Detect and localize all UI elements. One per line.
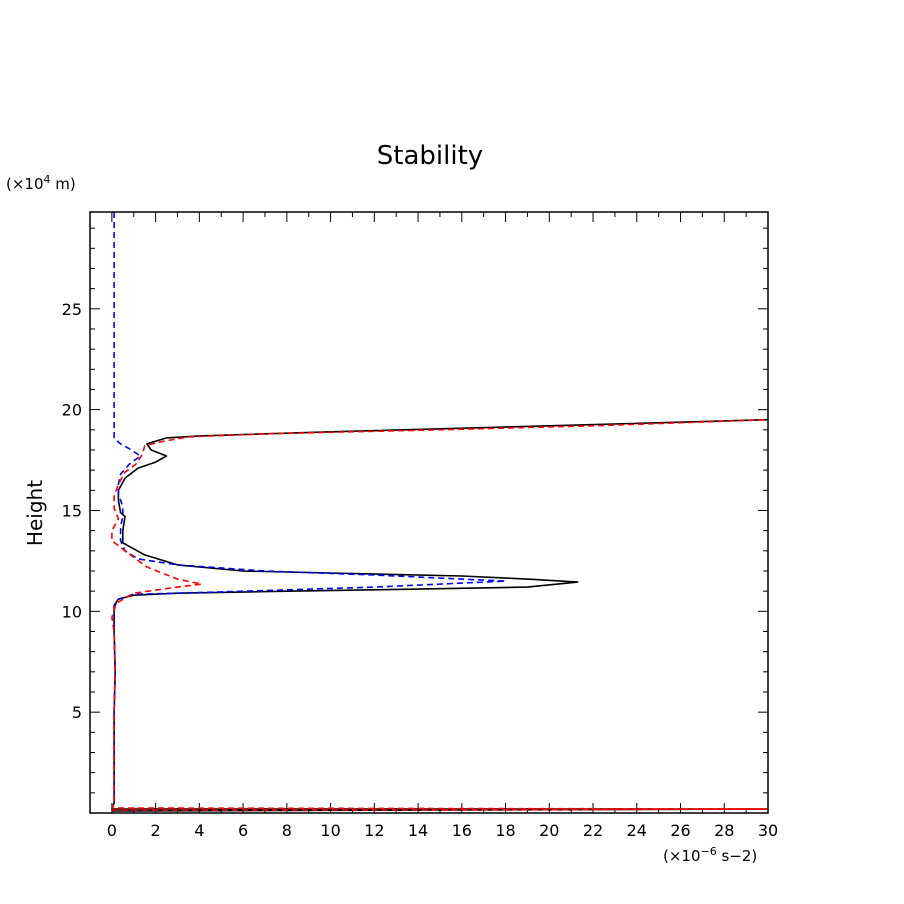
tick-group (89, 212, 769, 813)
x-tick-label: 22 (583, 821, 603, 840)
x-tick-label: 26 (670, 821, 690, 840)
x-tick-label: 6 (238, 821, 248, 840)
x-tick-label: 0 (107, 821, 117, 840)
x-tick-label: 4 (194, 821, 204, 840)
y-unit-label: (×104 m) (6, 173, 76, 193)
y-tick-label: 10 (62, 602, 82, 621)
series-line-2 (111, 418, 768, 811)
y-unit-prefix: (×10 (6, 175, 44, 193)
x-tick-label: 24 (627, 821, 647, 840)
y-tick-label: 15 (62, 501, 82, 520)
plot-frame (89, 211, 769, 814)
x-unit-label: (×10−6 s−2) (663, 845, 757, 865)
x-tick-label: 10 (320, 821, 340, 840)
x-tick-label: 12 (364, 821, 384, 840)
x-tick-label: 18 (495, 821, 515, 840)
x-unit-prefix: (×10 (663, 847, 701, 865)
series-line-0 (111, 418, 768, 812)
y-tick-label: 25 (62, 300, 82, 319)
y-tick-label: 5 (72, 703, 82, 722)
chart-title: Stability (377, 141, 483, 171)
x-tick-label: 2 (151, 821, 161, 840)
y-axis-label: Height (23, 480, 47, 546)
x-tick-label: 28 (714, 821, 734, 840)
x-unit-exponent: −6 (701, 845, 717, 858)
x-tick-label: 14 (408, 821, 428, 840)
x-tick-label: 30 (758, 821, 778, 840)
x-tick-label: 20 (539, 821, 559, 840)
y-unit-exponent: 4 (44, 173, 51, 186)
x-tick-label: 16 (452, 821, 472, 840)
y-tick-label: 20 (62, 401, 82, 420)
series-group (111, 212, 768, 812)
y-unit-suffix: m) (51, 175, 76, 193)
x-unit-suffix: s−2) (717, 847, 758, 865)
x-tick-label: 8 (282, 821, 292, 840)
series-line-1 (113, 212, 507, 803)
